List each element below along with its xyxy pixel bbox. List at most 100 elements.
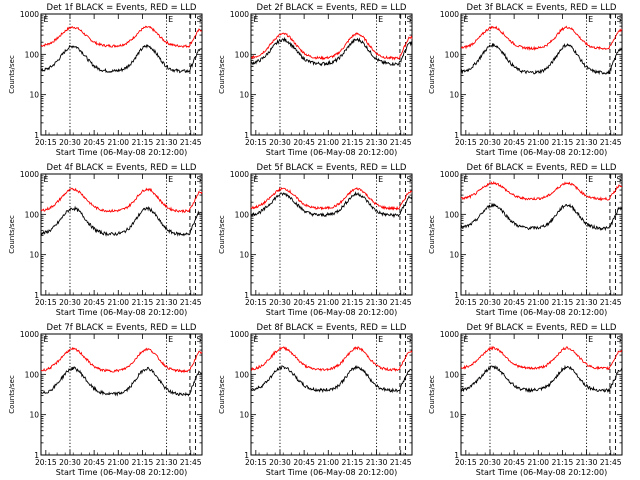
marker-label-e: E [588, 175, 593, 184]
y-tick-label: 100 [235, 50, 250, 59]
x-axis-label: Start Time (06-May-08 20:12:00) [56, 308, 187, 317]
marker-label-e: E [463, 175, 468, 184]
y-axis-label: Counts/sec [218, 375, 226, 414]
x-tick-label: 21:30 [366, 138, 388, 147]
y-tick-label: 100 [25, 210, 40, 219]
x-axis-label: Start Time (06-May-08 20:12:00) [56, 148, 187, 157]
x-tick-label: 20:45 [503, 298, 525, 307]
detector-panel: Det 8f BLACK = Events, RED = LLD 1 10 100 10… [218, 323, 413, 477]
lld-series-line [40, 346, 203, 374]
x-tick-label: 20:30 [479, 458, 501, 467]
y-axis-label: Counts/sec [218, 55, 226, 94]
marker-label-s: S [407, 335, 412, 344]
x-tick-label: 21:15 [552, 458, 574, 467]
x-tick-label: 21:45 [600, 138, 622, 147]
x-tick-label: 20:30 [479, 138, 501, 147]
marker-label-e: E [463, 15, 468, 24]
marker-label-e: E [378, 335, 383, 344]
y-axis-label: Counts/sec [8, 55, 16, 94]
y-tick-label: 10 [449, 251, 459, 260]
detector-panel: Det 7f BLACK = Events, RED = LLD 1 10 100 10… [8, 323, 203, 477]
lld-series-line [250, 32, 413, 61]
x-axis-label: Start Time (06-May-08 20:12:00) [56, 468, 187, 477]
y-tick-label: 1000 [230, 330, 249, 339]
x-tick-label: 20:30 [59, 298, 81, 307]
detector-panel: Det 1f BLACK = Events, RED = LLD 1 10 100 10… [8, 3, 203, 157]
x-tick-label: 20:30 [269, 458, 291, 467]
x-tick-label: 21:00 [317, 458, 339, 467]
y-tick-label: 1000 [230, 170, 249, 179]
marker-label-e: E [43, 335, 48, 344]
panel-title: Det 3f BLACK = Events, RED = LLD [467, 3, 617, 13]
marker-label-e: E [168, 175, 173, 184]
y-tick-label: 100 [445, 50, 460, 59]
x-tick-label: 21:00 [107, 458, 129, 467]
x-tick-label: 21:00 [107, 298, 129, 307]
plot-frame [460, 173, 623, 296]
lld-series-line [250, 346, 413, 372]
x-tick-label: 21:00 [317, 138, 339, 147]
x-tick-label: 21:45 [390, 298, 412, 307]
x-tick-label: 21:30 [366, 298, 388, 307]
events-series-line [460, 202, 623, 232]
x-tick-label: 20:15 [455, 458, 477, 467]
y-tick-label: 100 [445, 370, 460, 379]
x-tick-label: 21:45 [600, 298, 622, 307]
x-tick-label: 20:30 [59, 458, 81, 467]
y-tick-label: 1000 [20, 10, 39, 19]
marker-label-s: S [617, 175, 622, 184]
x-tick-label: 20:45 [503, 138, 525, 147]
y-tick-label: 10 [29, 91, 39, 100]
marker-label-e: E [378, 15, 383, 24]
x-tick-label: 21:45 [180, 138, 202, 147]
x-tick-label: 20:15 [455, 138, 477, 147]
x-tick-label: 20:15 [245, 298, 267, 307]
x-tick-label: 21:30 [366, 458, 388, 467]
plot-frame [40, 13, 203, 136]
x-tick-label: 20:30 [269, 298, 291, 307]
marker-label-e: E [463, 335, 468, 344]
x-tick-label: 21:00 [527, 298, 549, 307]
events-series-line [40, 205, 203, 237]
marker-label-s: S [197, 15, 202, 24]
panel-title: Det 8f BLACK = Events, RED = LLD [257, 323, 407, 333]
x-tick-label: 21:45 [390, 458, 412, 467]
y-tick-label: 100 [235, 370, 250, 379]
marker-label-s: S [197, 175, 202, 184]
y-tick-label: 1000 [230, 10, 249, 19]
y-tick-label: 1 [454, 291, 459, 300]
x-axis-label: Start Time (06-May-08 20:12:00) [476, 308, 607, 317]
panel-title: Det 5f BLACK = Events, RED = LLD [257, 163, 407, 173]
x-tick-label: 20:45 [293, 138, 315, 147]
y-axis-label: Counts/sec [428, 375, 436, 414]
detector-panel: Det 3f BLACK = Events, RED = LLD 1 10 100 10… [428, 3, 623, 157]
y-axis-label: Counts/sec [8, 375, 16, 414]
events-series-line [40, 366, 203, 397]
marker-label-e: E [253, 335, 258, 344]
panel-title: Det 7f BLACK = Events, RED = LLD [47, 323, 197, 333]
x-tick-label: 21:30 [576, 138, 598, 147]
y-tick-label: 10 [239, 251, 249, 260]
x-tick-label: 20:15 [35, 298, 57, 307]
y-tick-label: 1000 [440, 330, 459, 339]
detector-panel: Det 2f BLACK = Events, RED = LLD 1 10 100 10… [218, 3, 413, 157]
y-axis-label: Counts/sec [8, 215, 16, 254]
x-tick-label: 21:00 [317, 298, 339, 307]
y-axis-label: Counts/sec [428, 55, 436, 94]
x-tick-label: 21:30 [156, 298, 178, 307]
x-tick-label: 20:15 [245, 458, 267, 467]
y-tick-label: 100 [25, 370, 40, 379]
y-tick-label: 1000 [440, 10, 459, 19]
y-tick-label: 1 [34, 451, 39, 460]
marker-label-e: E [168, 15, 173, 24]
y-tick-label: 1 [244, 451, 249, 460]
events-series-line [250, 364, 412, 394]
x-tick-label: 20:30 [59, 138, 81, 147]
detector-panel: Det 4f BLACK = Events, RED = LLD 1 10 100 10… [8, 163, 203, 317]
events-series-line [250, 36, 413, 67]
y-tick-label: 10 [449, 91, 459, 100]
x-tick-label: 21:00 [527, 138, 549, 147]
x-tick-label: 21:30 [576, 298, 598, 307]
x-axis-label: Start Time (06-May-08 20:12:00) [476, 148, 607, 157]
